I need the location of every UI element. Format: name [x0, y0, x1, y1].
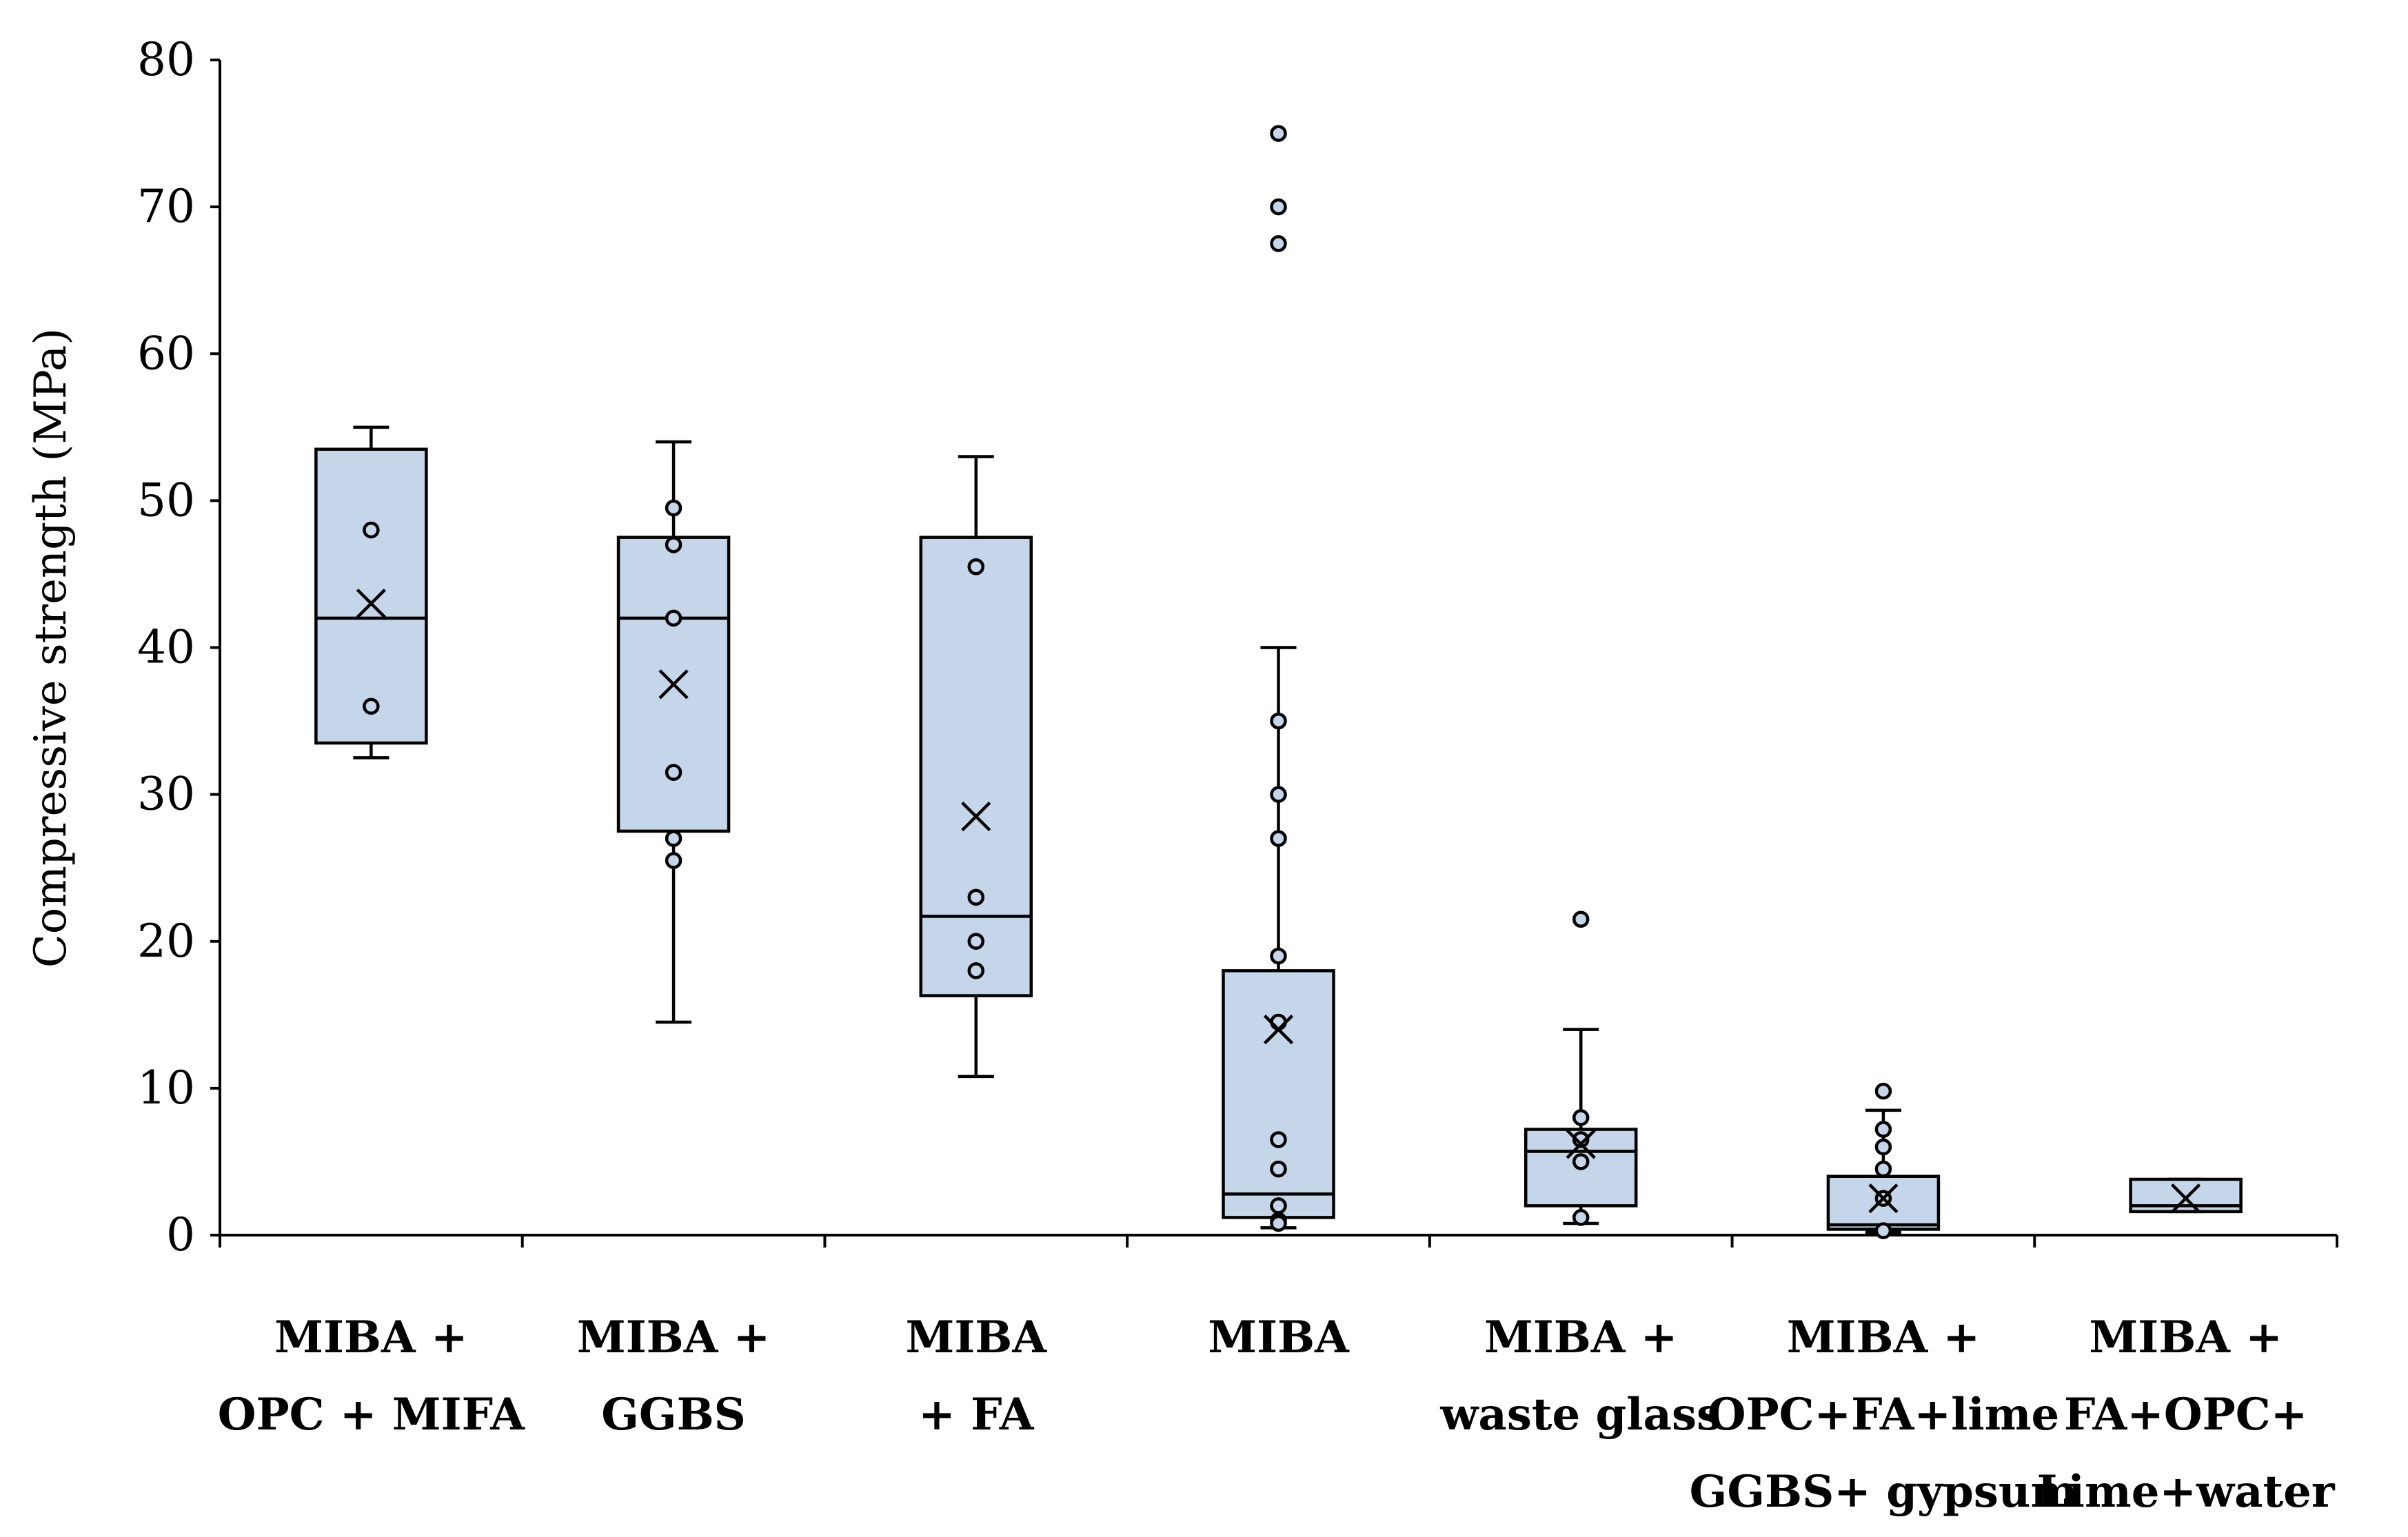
data-point	[665, 852, 682, 869]
data-point	[1270, 1131, 1287, 1148]
data-point	[1270, 125, 1287, 142]
data-point	[1270, 947, 1287, 965]
mean-marker	[1566, 1129, 1596, 1159]
category-label: MIBA	[906, 1312, 1048, 1363]
y-tick-label: 10	[137, 1061, 195, 1114]
category-label: OPC + MIFA	[218, 1389, 525, 1441]
box-group	[1524, 910, 1638, 1226]
data-point	[1874, 1082, 1892, 1100]
data-point	[967, 933, 985, 950]
y-tick-label: 70	[137, 180, 195, 233]
data-point	[1270, 786, 1287, 803]
mean-marker-stroke	[1263, 1015, 1294, 1045]
data-point	[1270, 712, 1287, 730]
category-label: MIBA +	[2089, 1312, 2282, 1363]
y-tick-label: 20	[137, 915, 195, 968]
data-point	[1874, 1121, 1892, 1138]
data-point	[1874, 1222, 1892, 1239]
y-axis: 0 10 20 30 40 50 60 70 80	[137, 33, 221, 1261]
mean-marker-stroke	[658, 669, 689, 700]
category-label: MIBA +	[1787, 1312, 1980, 1363]
data-point	[665, 609, 682, 627]
y-tick-label: 80	[137, 33, 195, 86]
y-axis-label: Compressive strength (MPa)	[26, 328, 77, 968]
y-tick-label: 30	[137, 768, 195, 821]
data-point	[363, 521, 380, 539]
box-group	[314, 425, 428, 760]
mean-marker-stroke	[1566, 1129, 1596, 1159]
y-tick-label: 0	[166, 1208, 195, 1261]
y-tick-label: 40	[137, 621, 195, 674]
mean-marker-stroke	[1868, 1183, 1899, 1214]
category-labels: MIBA + OPC + MIFA MIBA + GGBS MIBA + FA MIBA MI…	[218, 1312, 2336, 1518]
category-label: MIBA +	[274, 1312, 467, 1363]
box-group	[616, 440, 731, 1024]
data-point	[665, 830, 682, 847]
category-label: Lime+water	[2037, 1466, 2336, 1518]
plot-area	[314, 125, 2243, 1239]
data-point	[1270, 198, 1287, 216]
category-label: MIBA +	[577, 1312, 770, 1363]
y-tick-label: 60	[137, 327, 195, 380]
category-label: + FA	[918, 1389, 1035, 1441]
category-label: MIBA +	[1484, 1312, 1677, 1363]
data-point	[1270, 1214, 1287, 1232]
box-group	[1826, 1082, 1941, 1239]
iqr-box	[1222, 969, 1335, 1219]
y-tick-label: 50	[137, 474, 195, 527]
data-point	[363, 698, 380, 715]
mean-marker-stroke	[2171, 1183, 2201, 1214]
data-point	[1270, 235, 1287, 252]
mean-marker	[1868, 1183, 1899, 1214]
data-point	[967, 888, 985, 906]
data-point	[665, 764, 682, 781]
data-point	[1270, 830, 1287, 847]
mean-marker	[1263, 1015, 1294, 1045]
x-axis	[219, 1234, 2338, 1248]
data-point	[1270, 1160, 1287, 1178]
box-group	[1222, 125, 1335, 1232]
mean-marker-stroke	[356, 588, 386, 619]
category-label: MIBA	[1208, 1312, 1350, 1363]
box-group	[2129, 1177, 2243, 1214]
data-point	[1572, 1131, 1590, 1148]
data-point	[1572, 910, 1590, 928]
data-point	[1874, 1160, 1892, 1178]
box-group	[919, 455, 1033, 1079]
data-point	[665, 536, 682, 553]
data-point	[1874, 1138, 1892, 1156]
data-point	[1572, 1209, 1590, 1226]
mean-marker	[658, 669, 689, 700]
category-label: GGBS+ gypsum	[1690, 1466, 2078, 1518]
iqr-box	[919, 536, 1033, 997]
category-label: GGBS	[601, 1389, 746, 1441]
mean-marker	[356, 588, 386, 619]
data-point	[967, 962, 985, 979]
mean-marker	[961, 802, 991, 832]
category-label: FA+OPC+	[2064, 1389, 2307, 1441]
iqr-box	[314, 447, 428, 745]
data-point	[1572, 1109, 1590, 1126]
data-point	[1270, 1013, 1287, 1031]
data-point	[1270, 1197, 1287, 1214]
category-label: OPC+FA+lime	[1708, 1389, 2059, 1441]
data-point	[967, 558, 985, 576]
data-point	[1572, 1153, 1590, 1170]
data-point	[665, 499, 682, 517]
category-label: waste glass	[1439, 1389, 1721, 1441]
mean-marker	[2171, 1183, 2201, 1214]
mean-marker-stroke	[961, 802, 991, 832]
